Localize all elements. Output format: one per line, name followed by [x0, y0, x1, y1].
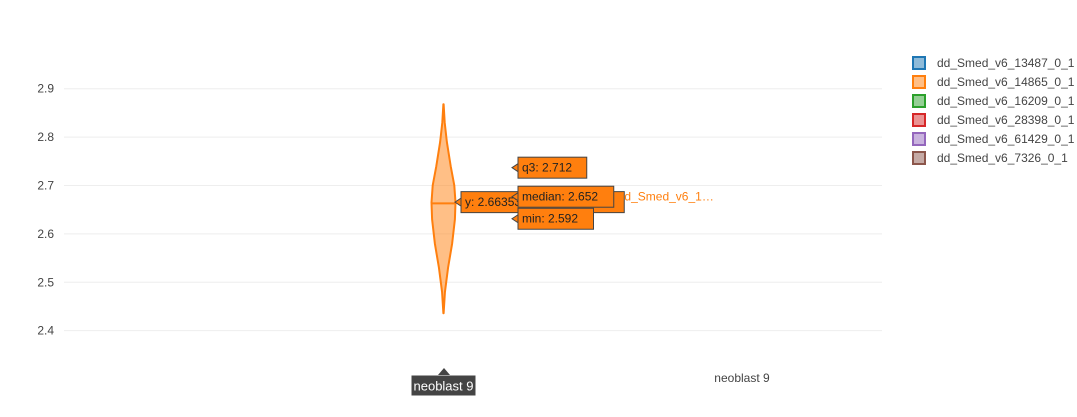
legend-item[interactable]: dd_Smed_v6_14865_0_1	[912, 75, 1075, 89]
hover-text-min: min: 2.592	[522, 212, 578, 226]
legend-item[interactable]: dd_Smed_v6_61429_0_1	[912, 132, 1075, 146]
legend-label: dd_Smed_v6_13487_0_1	[937, 56, 1075, 70]
hover-text-median: median: 2.652	[522, 190, 598, 204]
legend[interactable]: dd_Smed_v6_13487_0_1 dd_Smed_v6_14865_0_1…	[912, 56, 1075, 165]
legend-swatch	[912, 151, 926, 165]
y-tick-label: 2.9	[37, 82, 54, 96]
hover-pointer-min	[511, 213, 519, 224]
legend-swatch	[912, 75, 926, 89]
hover-label-median: median: 2.652 dd_Smed_v6_1…	[511, 185, 714, 208]
x-axis-hover-label: neoblast 9	[410, 368, 477, 397]
legend-label: dd_Smed_v6_14865_0_1	[937, 75, 1075, 89]
legend-item[interactable]: dd_Smed_v6_28398_0_1	[912, 113, 1075, 127]
legend-label: dd_Smed_v6_16209_0_1	[937, 94, 1075, 108]
hover-text-q3: q3: 2.712	[522, 161, 572, 175]
legend-swatch	[912, 113, 926, 127]
legend-swatch	[912, 132, 926, 146]
y-gridlines	[64, 88, 882, 332]
hover-box-median	[517, 185, 615, 208]
legend-label: dd_Smed_v6_61429_0_1	[937, 132, 1075, 146]
legend-item[interactable]: dd_Smed_v6_16209_0_1	[912, 94, 1075, 108]
legend-swatch	[912, 56, 926, 70]
x-axis-category-label: neoblast 9	[714, 371, 770, 385]
legend-item[interactable]: dd_Smed_v6_13487_0_1	[912, 56, 1075, 70]
legend-label: dd_Smed_v6_7326_0_1	[937, 151, 1068, 165]
y-tick-label: 2.4	[37, 324, 54, 338]
hover-box-min	[517, 207, 594, 230]
x-axis-hover-text: neoblast 9	[414, 379, 474, 394]
violin-traces[interactable]	[430, 103, 457, 315]
hover-pointer-q3	[511, 162, 519, 173]
hover-label-q3: q3: 2.712	[511, 156, 588, 179]
y-tick-label: 2.8	[37, 130, 54, 144]
x-axis: neoblast 9	[714, 371, 770, 385]
legend-item[interactable]: dd_Smed_v6_7326_0_1	[912, 151, 1068, 165]
y-tick-label: 2.5	[37, 275, 54, 289]
y-axis-tick-labels: 2.4 2.5 2.6 2.7 2.8 2.9	[37, 82, 54, 338]
violin-body	[430, 103, 457, 315]
legend-swatch	[912, 94, 926, 108]
hover-trace-name: dd_Smed_v6_1…	[618, 190, 714, 204]
x-axis-hover-pointer	[438, 368, 450, 375]
legend-label: dd_Smed_v6_28398_0_1	[937, 113, 1075, 127]
hover-box-q3	[517, 156, 588, 179]
y-tick-label: 2.6	[37, 227, 54, 241]
y-tick-label: 2.7	[37, 178, 54, 192]
hover-label-min: min: 2.592	[511, 207, 594, 230]
